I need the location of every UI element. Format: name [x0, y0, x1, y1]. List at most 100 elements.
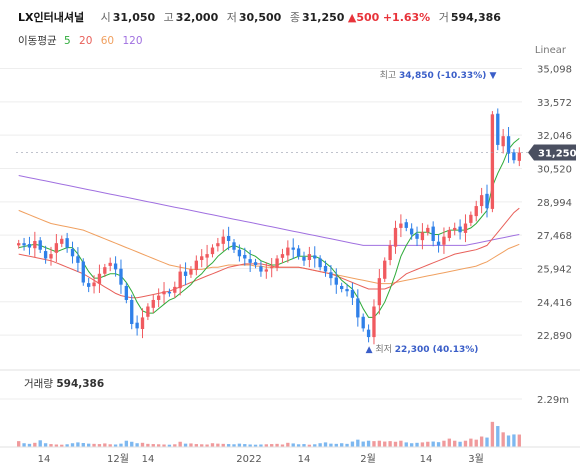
- candle-body: [264, 269, 268, 272]
- candle: [302, 251, 306, 266]
- candle-body: [183, 271, 188, 276]
- candle-body: [200, 256, 204, 261]
- volume-bar: [296, 444, 301, 447]
- volume-bar: [420, 442, 425, 447]
- volume-bar: [43, 443, 48, 447]
- candle-body: [393, 227, 398, 247]
- volume-bar: [167, 444, 172, 447]
- candle-body: [33, 241, 37, 249]
- candle: [377, 268, 382, 315]
- candle: [97, 264, 102, 293]
- volume-bar: [87, 443, 91, 447]
- candle: [248, 249, 252, 273]
- volume-bar: [253, 444, 258, 447]
- volume-bar: [216, 443, 220, 447]
- candle-body: [291, 247, 295, 250]
- volume-bar: [259, 444, 263, 447]
- candle: [501, 128, 505, 154]
- candle: [388, 240, 392, 266]
- volume-bar: [388, 441, 392, 447]
- x-tick-label: 14: [38, 454, 51, 465]
- candle: [420, 223, 425, 250]
- y-tick-label: 28,994: [537, 198, 572, 209]
- candle: [210, 244, 215, 258]
- volume-bar: [119, 443, 123, 447]
- volume-bar: [81, 443, 85, 447]
- candle-body: [345, 289, 349, 292]
- candle-body: [399, 223, 403, 228]
- high-annotation-marker: ▼: [489, 71, 496, 81]
- volume-bar: [280, 444, 285, 447]
- volume-value: 594,386: [450, 11, 501, 24]
- candle: [221, 229, 225, 252]
- candle-body: [119, 268, 123, 285]
- volume-bar: [194, 444, 198, 447]
- y-tick-label: 25,942: [537, 264, 572, 275]
- candle: [124, 282, 129, 304]
- volume-tick-label: 2.29m: [537, 395, 569, 406]
- candle: [453, 222, 457, 236]
- candle-body: [173, 286, 177, 293]
- ma120-label: 120: [122, 35, 143, 47]
- candle: [178, 264, 182, 296]
- scale-type-label[interactable]: Linear: [534, 45, 566, 56]
- candle: [506, 127, 511, 163]
- candle: [183, 262, 188, 286]
- low-label: 저: [226, 11, 237, 24]
- candle-body: [463, 223, 468, 233]
- candle-body: [512, 152, 516, 161]
- candle-body: [216, 243, 220, 247]
- volume-bar: [501, 432, 505, 447]
- volume-bar: [345, 443, 349, 447]
- candle: [135, 315, 139, 336]
- candle-body: [426, 227, 430, 233]
- volume-bar: [463, 440, 468, 447]
- candle-body: [334, 277, 338, 285]
- candle: [173, 281, 177, 299]
- volume-bar: [146, 443, 150, 447]
- volume-title-value: 594,386: [56, 378, 104, 390]
- volume-bar: [49, 444, 53, 447]
- candle: [426, 224, 430, 236]
- candle: [458, 219, 462, 240]
- volume-bar: [140, 442, 145, 447]
- candle: [431, 221, 435, 247]
- volume-bar: [469, 438, 473, 447]
- volume-bar: [162, 444, 166, 447]
- candle: [54, 234, 59, 262]
- candle: [345, 283, 349, 297]
- candle-body: [329, 272, 333, 279]
- candle-body: [501, 136, 505, 147]
- candle: [383, 257, 387, 283]
- candle-body: [97, 273, 102, 284]
- candle: [151, 294, 155, 314]
- stock-name: LX인터내셔널: [18, 11, 85, 24]
- y-tick-label: 35,098: [537, 65, 572, 76]
- candle: [479, 187, 484, 214]
- candle-body: [372, 306, 376, 338]
- volume-bar: [38, 440, 42, 447]
- candle: [162, 282, 166, 304]
- x-tick-label: 3월: [468, 453, 484, 465]
- candle: [130, 294, 134, 330]
- candle: [253, 258, 258, 269]
- moving-average-legend[interactable]: 이동평균 5 20 60 120: [18, 33, 148, 48]
- candle: [291, 238, 295, 259]
- candle: [275, 255, 279, 272]
- volume-bar: [226, 444, 231, 447]
- high-annotation: 최고 34,850 (-10.33%) ▼: [380, 70, 497, 81]
- candle-body: [506, 136, 511, 154]
- candle-body: [356, 298, 360, 318]
- candle: [307, 246, 312, 268]
- low-annotation-label: 최저: [375, 344, 394, 355]
- candle: [232, 239, 236, 254]
- candle: [474, 200, 478, 222]
- y-tick-label: 24,416: [537, 298, 572, 309]
- candle: [447, 226, 451, 242]
- candle: [334, 268, 338, 294]
- volume-bar: [302, 444, 306, 447]
- candle: [27, 236, 32, 255]
- current-price-tag: [528, 144, 576, 161]
- ma60-label: 60: [100, 35, 115, 47]
